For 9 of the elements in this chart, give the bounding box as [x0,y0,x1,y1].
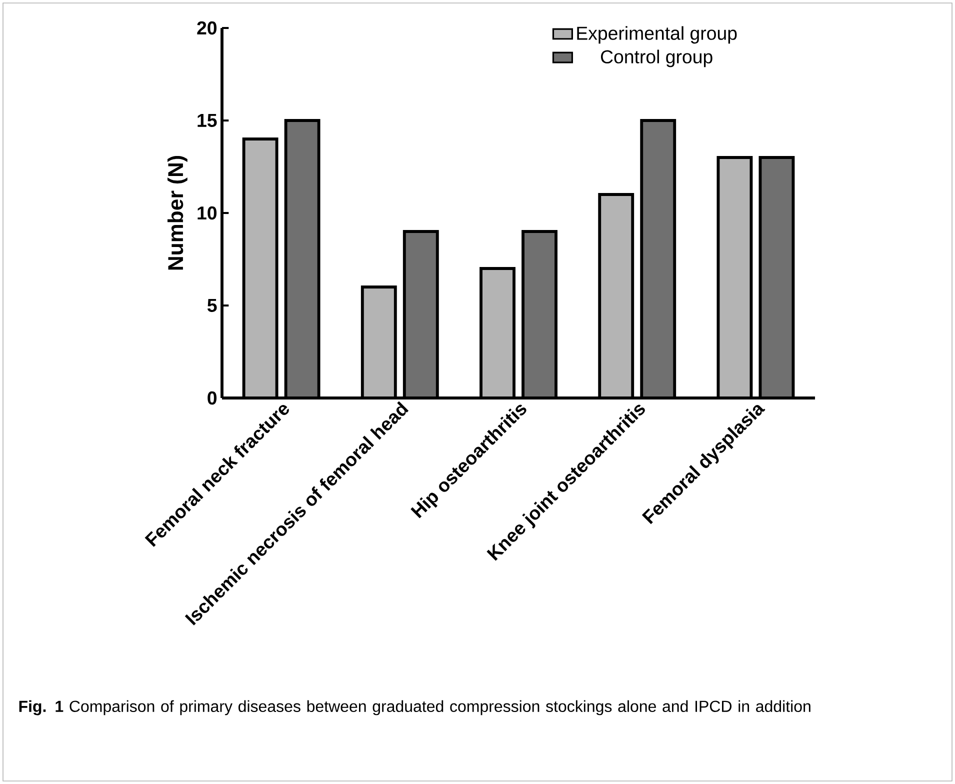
legend-label: Experimental group [577,26,737,44]
y-tick-label: 0 [208,391,217,405]
y-tick-label: 5 [207,298,217,312]
y-tick-label: 10 [198,206,217,220]
y-axis-title: Number (N) [167,156,188,270]
legend-label: Control group [600,50,712,68]
y-tick-label: 15 [198,114,217,128]
y-tick-label: 20 [197,21,217,35]
text: Fig. 1 Comparison of primary diseases between graduated compression stockings alone and IPCD in addition [19,700,810,716]
